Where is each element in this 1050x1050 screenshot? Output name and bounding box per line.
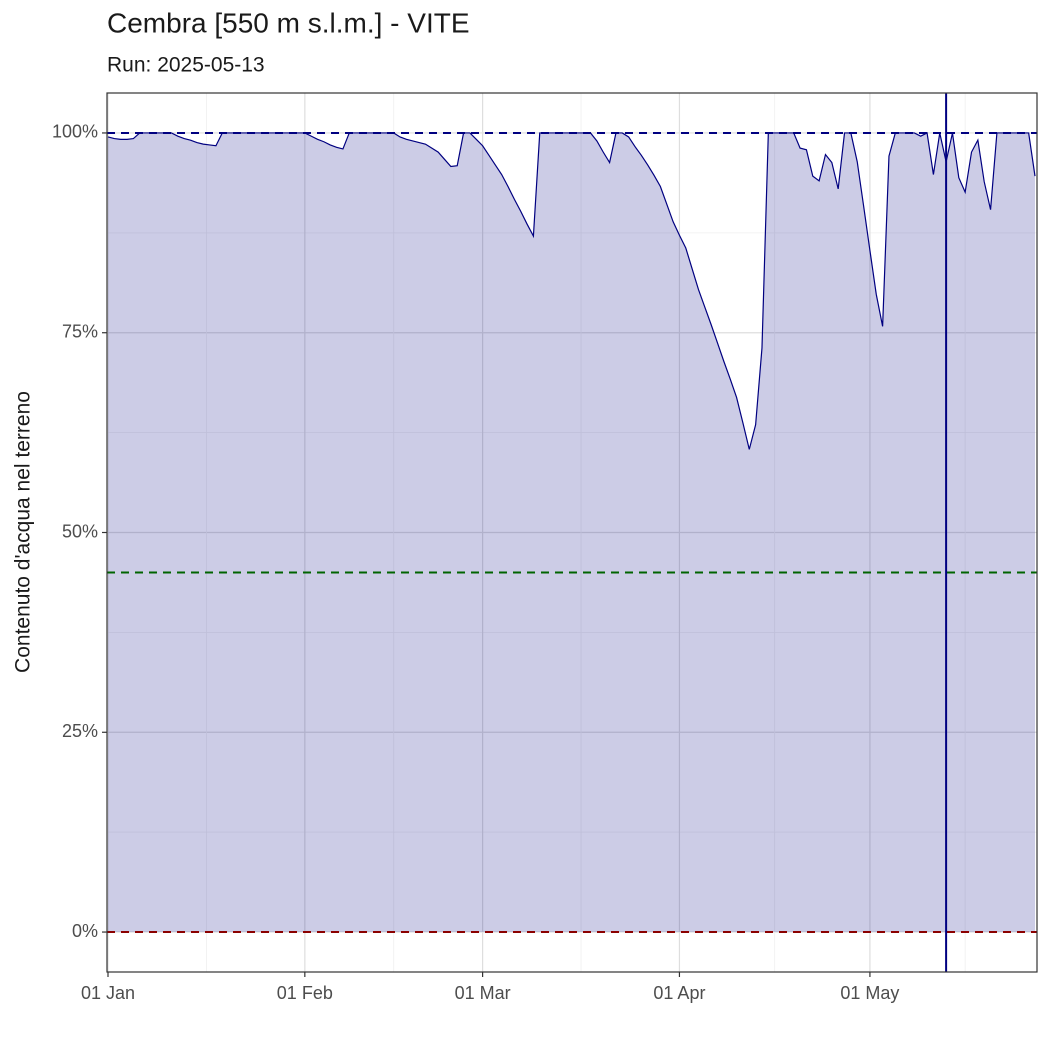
x-tick-label: 01 May — [840, 983, 899, 1003]
y-tick-label: 0% — [72, 921, 98, 941]
y-axis-title: Contenuto d'acqua nel terreno — [12, 391, 35, 673]
area — [108, 132, 1035, 933]
x-tick-label: 01 Mar — [455, 983, 511, 1003]
x-tick-label: 01 Jan — [81, 983, 135, 1003]
x-tick-label: 01 Feb — [277, 983, 333, 1003]
chart-title: Cembra [550 m s.l.m.] - VITE — [107, 7, 470, 38]
y-tick-label: 100% — [52, 122, 98, 142]
x-tick-label: 01 Apr — [653, 983, 705, 1003]
y-tick-label: 50% — [62, 521, 98, 541]
y-tick-label: 75% — [62, 321, 98, 341]
y-tick-label: 25% — [62, 721, 98, 741]
chart-subtitle: Run: 2025-05-13 — [107, 54, 265, 77]
